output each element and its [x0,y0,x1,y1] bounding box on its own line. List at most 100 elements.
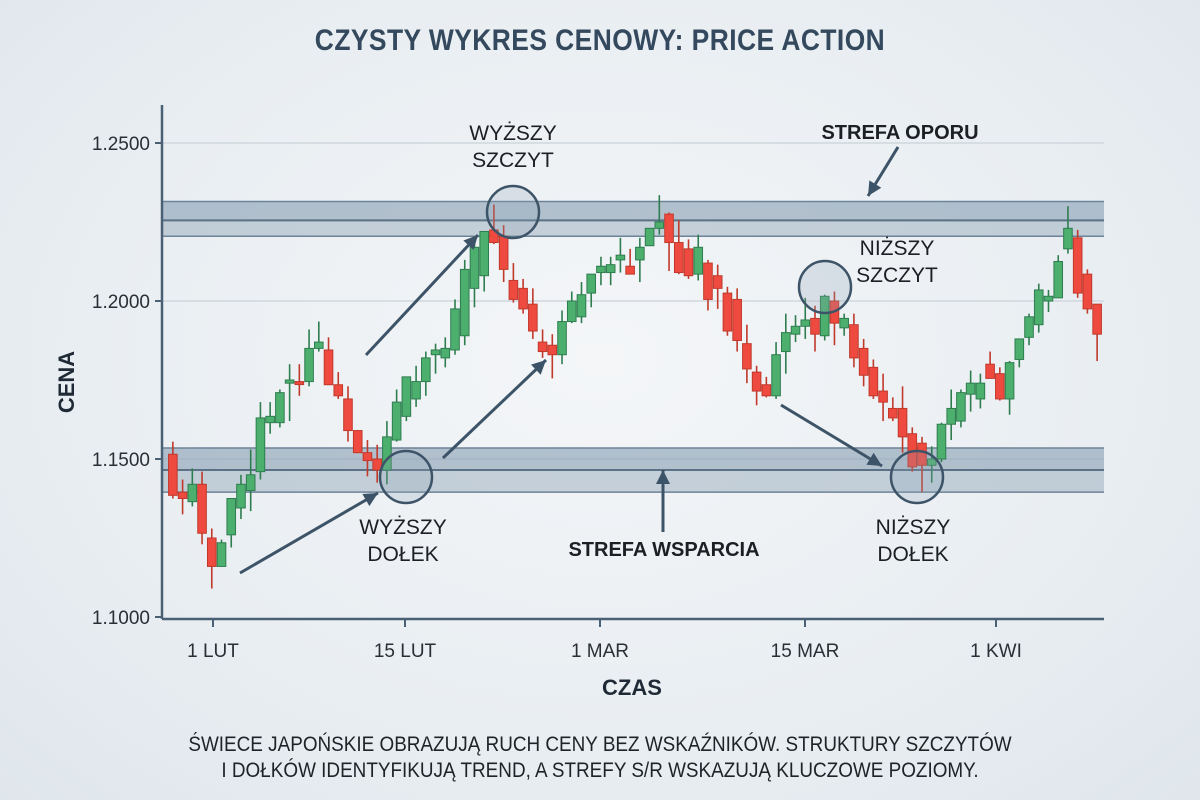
arrow-trend-up-head [531,360,546,375]
bullish-candle [236,483,246,509]
label-higher-low: WYŻSZY [359,516,447,539]
bullish-candle [956,392,966,422]
resistance-zone-upper [162,201,1104,221]
bullish-candle [965,382,976,395]
bullish-candle [781,332,791,353]
bearish-candle [528,303,538,332]
bullish-candle [566,300,577,323]
label-resistance-zone: STREFA OPORU [821,122,978,144]
bullish-candle [605,264,616,274]
bullish-candle [245,474,256,492]
label-lower-high: SZCZYT [856,264,938,287]
bullish-candle [421,357,431,383]
label-lower-high: NIŻSZY [860,237,935,260]
bullish-candle [1053,261,1064,299]
bearish-candle [722,292,733,332]
swing-markers [378,184,945,505]
bearish-candle [333,384,344,397]
bullish-candle [946,407,956,425]
bearish-candle [858,347,869,376]
bullish-candle [586,273,597,294]
bullish-candle [771,354,781,397]
bearish-candle [1072,237,1083,294]
bullish-candle [255,417,266,473]
bullish-candle [450,308,460,351]
arrow-to-higher-low-head [362,493,378,507]
bullish-candle [226,498,237,536]
bullish-candle [411,381,421,400]
y-tick-label: 1.1000 [92,608,150,629]
swing-circle [797,259,853,315]
bearish-candle [547,344,558,356]
bearish-candle [177,491,188,499]
bullish-candle [401,376,412,417]
bearish-candle [343,398,353,432]
x-tick-label: 1 KWI [970,641,1022,662]
bullish-candle [693,246,704,275]
bullish-candle [440,347,451,359]
grid-lines [162,142,1104,460]
bullish-candle [314,341,324,349]
bearish-candle [761,384,772,397]
bullish-candle [975,382,986,400]
bullish-candle [459,268,470,337]
bullish-candle [187,483,198,503]
bullish-candle [557,321,567,356]
arrow-to-higher-low [239,491,379,575]
arrow-support-head [656,470,670,484]
bearish-candle [518,287,528,310]
bullish-candle [1014,338,1025,360]
bullish-candle [839,317,849,329]
y-tick-label: 1.2500 [92,134,150,155]
y-tick-label: 1.1500 [92,450,150,471]
bearish-candle [810,317,820,335]
bullish-candle [790,325,801,335]
bullish-candle [615,254,626,261]
label-higher-low: DOŁEK [367,543,438,566]
bearish-candle [168,453,178,496]
bearish-candle [508,279,519,300]
arrow-resistance-head [868,180,882,196]
bearish-candle [537,341,548,353]
arrow-to-lower-low [780,403,883,468]
bearish-candle [751,371,762,392]
axes: 1.1000 1.1500 1.2000 1.2500 1 LUT 15 LUT 1 MAR… [54,105,1104,700]
bearish-candle [673,242,684,274]
bullish-candle [800,319,811,327]
bullish-candle [382,436,392,471]
caption-line-1: ŚWIECE JAPOŃSKIE OBRAZUJĄ RUCH CENY BEZ … [188,733,1012,756]
label-higher-high: WYŻSZY [469,122,557,145]
bullish-candle [391,401,402,441]
bearish-candle [703,262,713,300]
trend-arrows [239,146,900,575]
label-lower-low: NIŻSZY [876,516,951,539]
bearish-candle [294,381,305,386]
bullish-candle [1024,316,1034,338]
bearish-candle [897,407,908,438]
bullish-candle [644,227,655,247]
bullish-candle [576,294,587,318]
support-zone-upper [162,447,1104,471]
x-tick-label: 1 LUT [187,641,239,662]
resistance-zone [162,201,1104,237]
bearish-candle [985,363,995,379]
bearish-candle [995,373,1005,400]
x-axis-label: CZAS [602,675,662,700]
bearish-candle [742,343,752,370]
arrow-trend-up [441,358,548,460]
y-axis-label: CENA [54,351,79,413]
bearish-candle [849,324,859,359]
label-support-zone: STREFA WSPARCIA [568,539,759,561]
bearish-candle [323,349,334,386]
bullish-candle [654,221,665,229]
candles [168,195,1102,589]
x-tick-label: 15 MAR [771,641,840,662]
bullish-candle [430,349,441,356]
bearish-candle [352,430,363,454]
bearish-candle [1082,273,1093,310]
bearish-candle [498,235,509,270]
bullish-candle [819,295,830,337]
bearish-candle [372,458,382,471]
bullish-candle [1004,362,1015,400]
